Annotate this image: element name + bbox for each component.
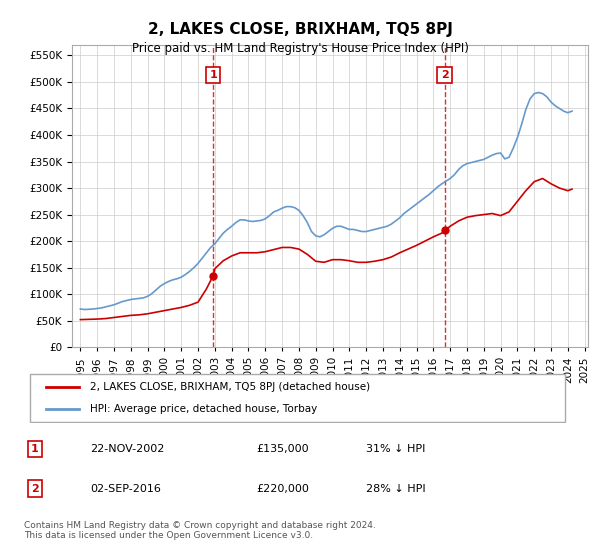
Text: 2, LAKES CLOSE, BRIXHAM, TQ5 8PJ: 2, LAKES CLOSE, BRIXHAM, TQ5 8PJ — [148, 22, 452, 38]
Text: 02-SEP-2016: 02-SEP-2016 — [90, 484, 161, 493]
Text: 31% ↓ HPI: 31% ↓ HPI — [366, 444, 425, 454]
Text: Price paid vs. HM Land Registry's House Price Index (HPI): Price paid vs. HM Land Registry's House … — [131, 42, 469, 55]
Text: 28% ↓ HPI: 28% ↓ HPI — [366, 484, 426, 493]
Text: £135,000: £135,000 — [256, 444, 308, 454]
Text: £220,000: £220,000 — [256, 484, 309, 493]
Text: 2: 2 — [31, 484, 39, 493]
Text: 1: 1 — [31, 444, 39, 454]
Text: 2: 2 — [441, 70, 449, 80]
FancyBboxPatch shape — [29, 374, 565, 422]
Text: Contains HM Land Registry data © Crown copyright and database right 2024.
This d: Contains HM Land Registry data © Crown c… — [24, 521, 376, 540]
Text: 2, LAKES CLOSE, BRIXHAM, TQ5 8PJ (detached house): 2, LAKES CLOSE, BRIXHAM, TQ5 8PJ (detach… — [90, 381, 370, 391]
Text: HPI: Average price, detached house, Torbay: HPI: Average price, detached house, Torb… — [90, 404, 317, 414]
Text: 22-NOV-2002: 22-NOV-2002 — [90, 444, 164, 454]
Text: 1: 1 — [209, 70, 217, 80]
